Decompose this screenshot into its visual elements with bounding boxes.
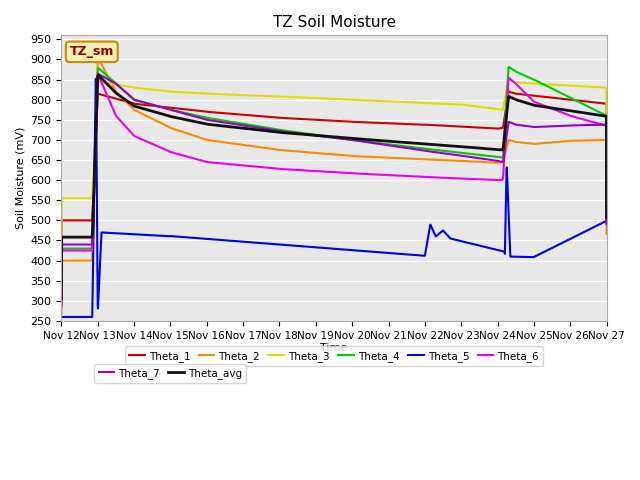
Text: TZ_sm: TZ_sm — [70, 45, 114, 59]
Y-axis label: Soil Moisture (mV): Soil Moisture (mV) — [15, 127, 25, 229]
Legend: Theta_7, Theta_avg: Theta_7, Theta_avg — [95, 364, 246, 383]
X-axis label: Time: Time — [321, 344, 348, 353]
Title: TZ Soil Moisture: TZ Soil Moisture — [273, 15, 396, 30]
